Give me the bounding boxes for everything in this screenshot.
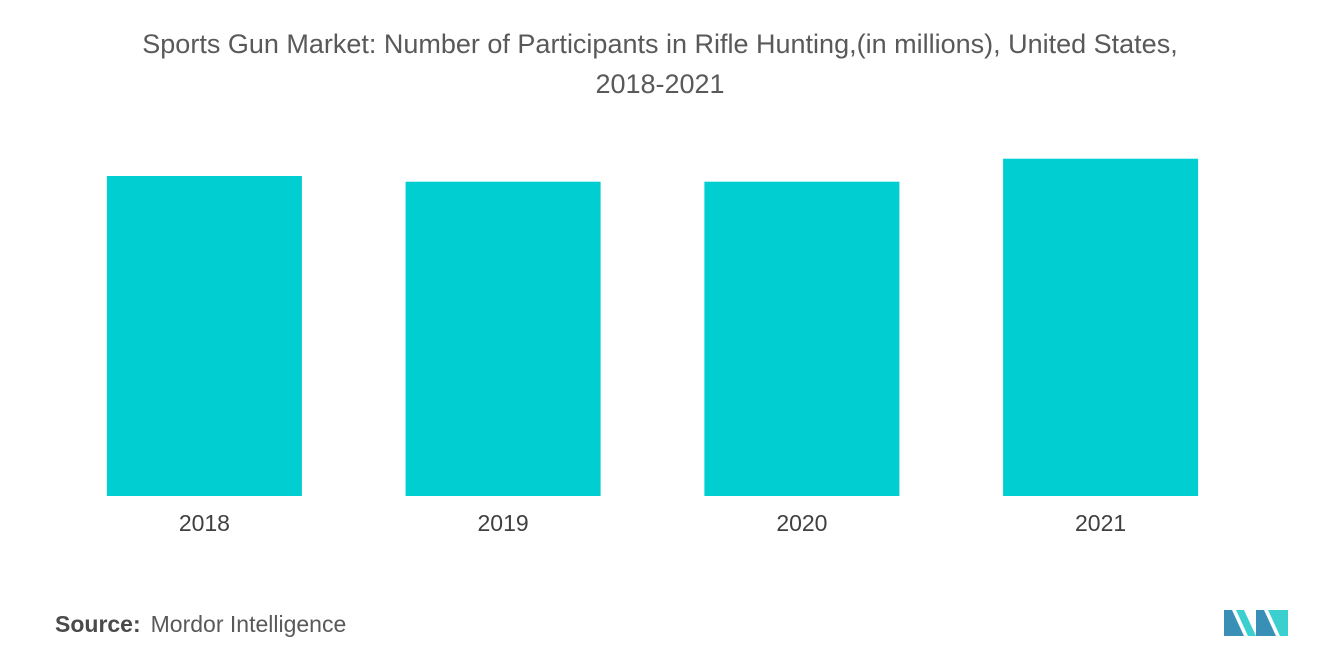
source-label: Source: xyxy=(55,611,141,637)
mordor-intelligence-logo-icon xyxy=(1224,610,1288,636)
source-value: Mordor Intelligence xyxy=(150,611,347,637)
chart-title-line-2: 2018-2021 xyxy=(595,69,725,99)
logo-shape-mid-left xyxy=(1236,610,1256,636)
logo-shape-mid-right xyxy=(1256,610,1276,636)
x-axis-tick-labels: 2018 2019 2020 2021 xyxy=(179,510,1126,536)
source-note: Source: Mordor Intelligence xyxy=(55,611,346,638)
bar-2021 xyxy=(1003,158,1199,496)
chart-title: Sports Gun Market: Number of Participant… xyxy=(0,24,1320,104)
chart-title-line-1: Sports Gun Market: Number of Participant… xyxy=(142,29,1178,59)
logo-shape-left xyxy=(1224,610,1244,636)
bar-2019 xyxy=(405,181,601,496)
x-tick-label-2020: 2020 xyxy=(776,510,827,536)
x-tick-label-2018: 2018 xyxy=(179,510,230,536)
bar-2020 xyxy=(704,181,900,496)
logo-shape-right xyxy=(1268,610,1288,636)
x-tick-label-2019: 2019 xyxy=(478,510,529,536)
bars-group xyxy=(106,158,1199,496)
x-tick-label-2021: 2021 xyxy=(1075,510,1126,536)
bar-2018 xyxy=(106,176,302,496)
